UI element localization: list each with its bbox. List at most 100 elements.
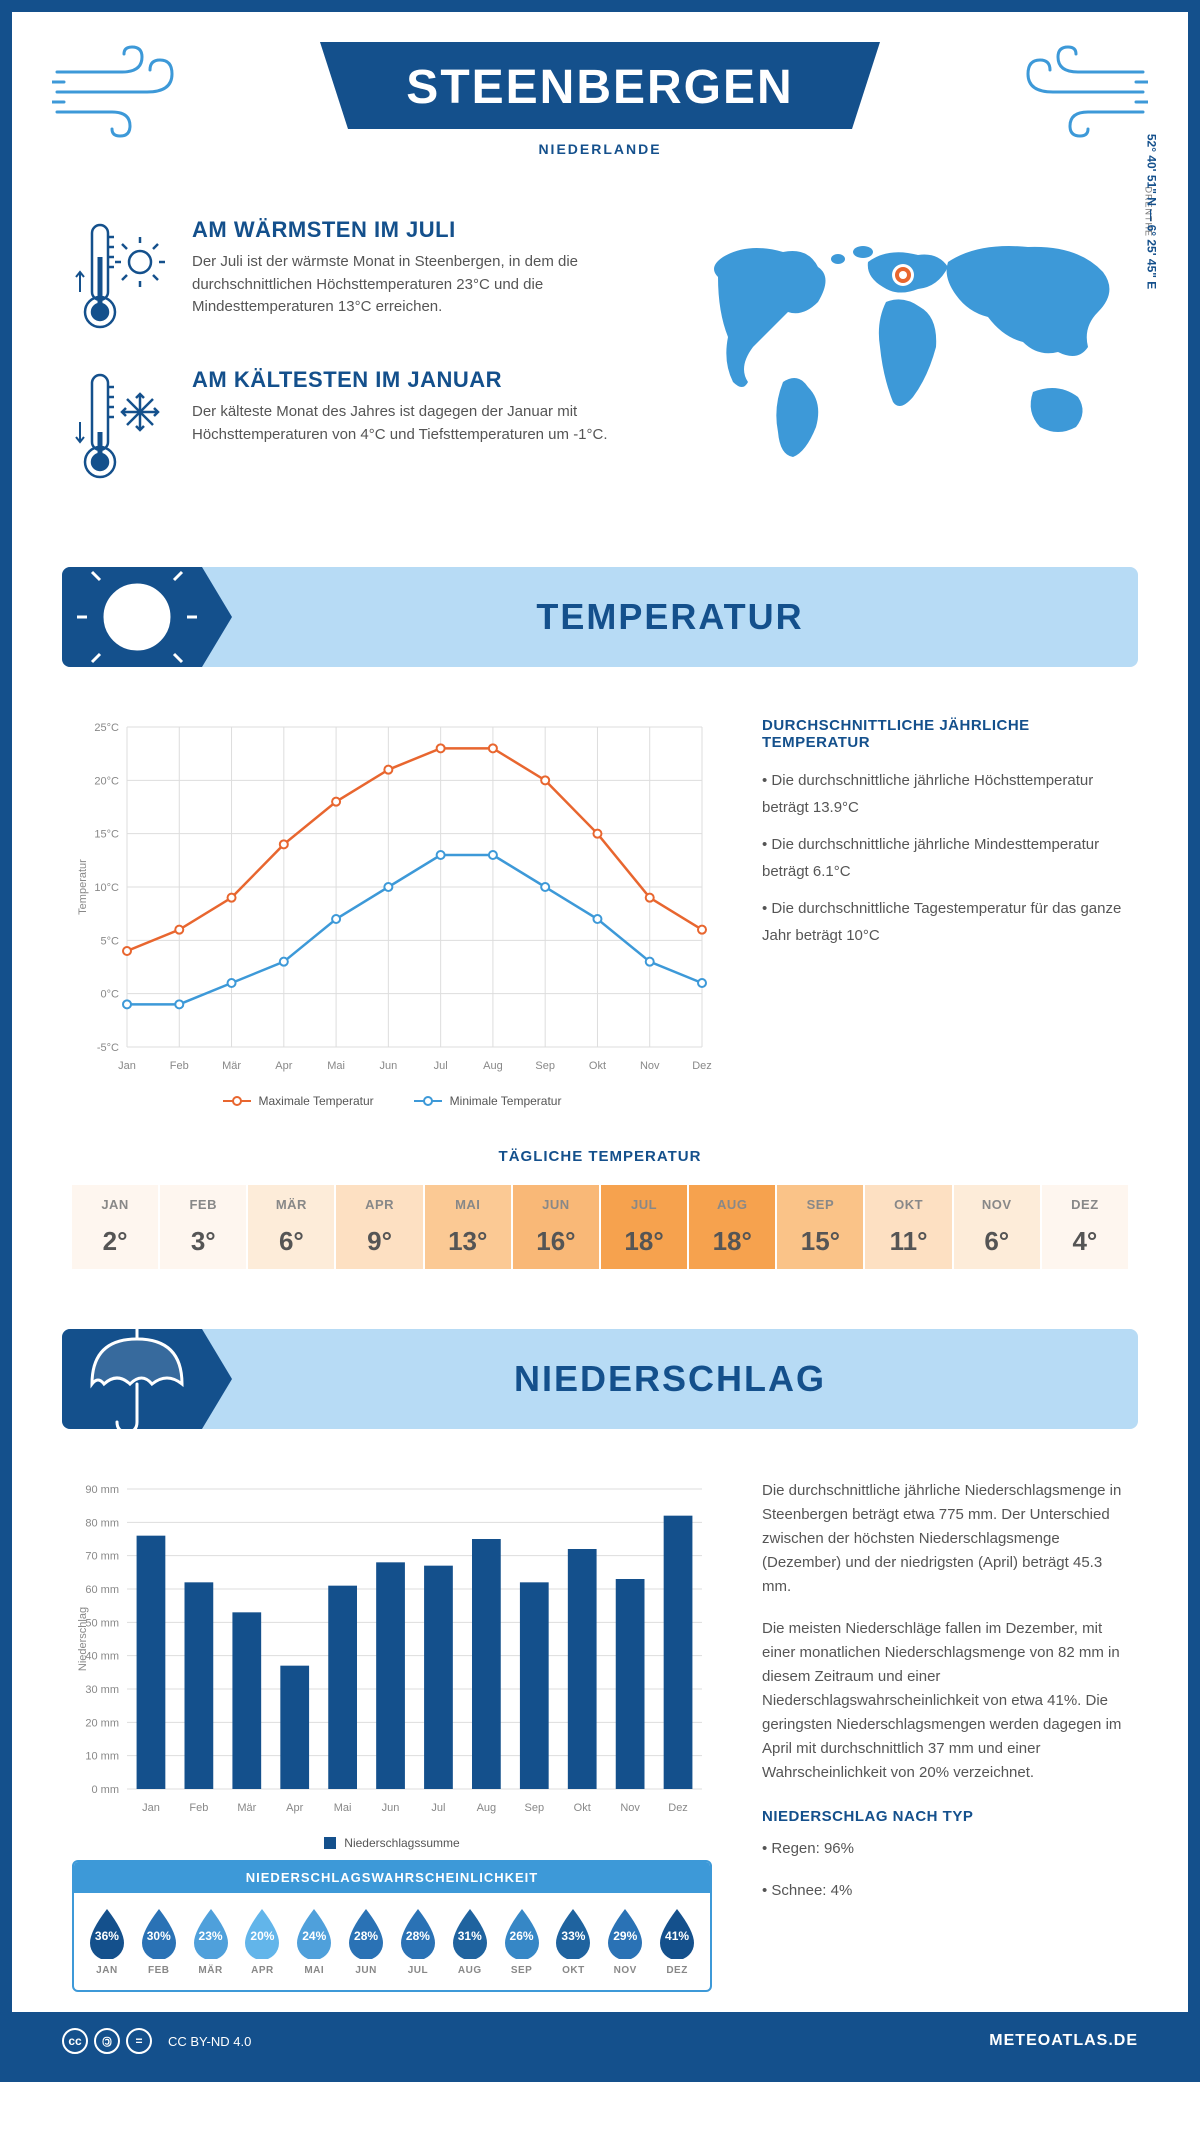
svg-text:20°C: 20°C: [94, 775, 119, 787]
precip-drop: 28% JUL: [393, 1907, 443, 1976]
temp-title: TEMPERATUR: [202, 596, 1138, 638]
svg-text:80 mm: 80 mm: [85, 1517, 119, 1529]
precip-probability-box: NIEDERSCHLAGSWAHRSCHEINLICHKEIT 36% JAN …: [72, 1860, 712, 1992]
svg-text:Jan: Jan: [142, 1802, 160, 1814]
svg-text:Temperatur: Temperatur: [77, 859, 89, 915]
sun-icon: [72, 552, 202, 682]
svg-text:25°C: 25°C: [94, 722, 119, 734]
umbrella-icon: [72, 1314, 202, 1444]
svg-text:Nov: Nov: [640, 1060, 660, 1072]
precip-legend: Niederschlagssumme: [72, 1836, 712, 1850]
svg-text:Apr: Apr: [275, 1060, 292, 1072]
temp-cell: NOV6°: [954, 1185, 1040, 1269]
svg-text:Dez: Dez: [692, 1060, 712, 1072]
temp-cell: JUN16°: [513, 1185, 599, 1269]
wind-icon: [52, 42, 192, 142]
svg-text:Okt: Okt: [589, 1060, 606, 1072]
svg-text:10 mm: 10 mm: [85, 1751, 119, 1763]
world-map: DRENTHE 52° 40' 51" N — 6° 25' 45" E: [688, 217, 1128, 517]
header: STEENBERGEN NIEDERLANDE: [12, 12, 1188, 197]
svg-text:Jun: Jun: [379, 1060, 397, 1072]
precip-drop: 36% JAN: [82, 1907, 132, 1976]
coldest-block: AM KÄLTESTEN IM JANUAR Der kälteste Mona…: [72, 367, 648, 487]
precip-section-header: NIEDERSCHLAG: [62, 1329, 1138, 1429]
temp-cell: MAI13°: [425, 1185, 511, 1269]
svg-text:40 mm: 40 mm: [85, 1651, 119, 1663]
svg-text:Jun: Jun: [382, 1802, 400, 1814]
svg-text:Mai: Mai: [327, 1060, 345, 1072]
daily-temp-grid: JAN2°FEB3°MÄR6°APR9°MAI13°JUN16°JUL18°AU…: [72, 1185, 1128, 1269]
svg-text:Mär: Mär: [222, 1060, 241, 1072]
cc-icon: cc: [62, 2028, 88, 2054]
warmest-block: AM WÄRMSTEN IM JULI Der Juli ist der wär…: [72, 217, 648, 337]
svg-text:90 mm: 90 mm: [85, 1484, 119, 1496]
temp-cell: DEZ4°: [1042, 1185, 1128, 1269]
temp-cell: OKT11°: [865, 1185, 951, 1269]
title-banner: STEENBERGEN: [320, 42, 880, 129]
precip-drop: 33% OKT: [548, 1907, 598, 1976]
license-block: cc 🄯 = CC BY-ND 4.0: [62, 2028, 251, 2054]
svg-text:Feb: Feb: [189, 1802, 208, 1814]
precip-drop: 28% JUN: [341, 1907, 391, 1976]
precip-drop: 20% APR: [237, 1907, 287, 1976]
svg-text:Jul: Jul: [434, 1060, 448, 1072]
svg-text:Jul: Jul: [431, 1802, 445, 1814]
thermometer-hot-icon: [72, 217, 172, 337]
temp-section-header: TEMPERATUR: [62, 567, 1138, 667]
svg-text:-5°C: -5°C: [97, 1042, 119, 1054]
temp-cell: SEP15°: [777, 1185, 863, 1269]
city-title: STEENBERGEN: [400, 60, 800, 115]
svg-text:20 mm: 20 mm: [85, 1717, 119, 1729]
precip-drop: 24% MAI: [289, 1907, 339, 1976]
svg-text:70 mm: 70 mm: [85, 1551, 119, 1563]
coordinates: 52° 40' 51" N — 6° 25' 45" E: [1144, 134, 1158, 289]
temp-cell: FEB3°: [160, 1185, 246, 1269]
precip-drop: 29% NOV: [600, 1907, 650, 1976]
svg-text:Mär: Mär: [237, 1802, 256, 1814]
svg-text:Dez: Dez: [668, 1802, 688, 1814]
warmest-title: AM WÄRMSTEN IM JULI: [192, 217, 648, 243]
svg-text:0°C: 0°C: [101, 989, 120, 1001]
svg-text:Okt: Okt: [574, 1802, 591, 1814]
svg-text:50 mm: 50 mm: [85, 1617, 119, 1629]
svg-text:60 mm: 60 mm: [85, 1584, 119, 1596]
daily-temp-title: TÄGLICHE TEMPERATUR: [72, 1148, 1128, 1165]
footer: cc 🄯 = CC BY-ND 4.0 METEOATLAS.DE: [12, 2012, 1188, 2070]
temp-legend: Maximale Temperatur Minimale Temperatur: [72, 1094, 712, 1108]
coldest-title: AM KÄLTESTEN IM JANUAR: [192, 367, 648, 393]
svg-text:10°C: 10°C: [94, 882, 119, 894]
svg-text:Mai: Mai: [334, 1802, 352, 1814]
temp-cell: AUG18°: [689, 1185, 775, 1269]
temp-cell: JAN2°: [72, 1185, 158, 1269]
svg-text:Aug: Aug: [477, 1802, 497, 1814]
by-icon: 🄯: [94, 2028, 120, 2054]
precipitation-bar-chart: 0 mm 10 mm 20 mm 30 mm 40 mm 50 mm 60 mm 70 mm 8…: [72, 1479, 712, 1819]
brand-label: METEOATLAS.DE: [989, 2032, 1138, 2050]
svg-text:Aug: Aug: [483, 1060, 503, 1072]
precip-drop: 31% AUG: [445, 1907, 495, 1976]
svg-text:Apr: Apr: [286, 1802, 303, 1814]
svg-text:0 mm: 0 mm: [92, 1784, 120, 1796]
precip-drop: 30% FEB: [134, 1907, 184, 1976]
nd-icon: =: [126, 2028, 152, 2054]
country-subtitle: NIEDERLANDE: [62, 141, 1138, 157]
svg-text:Sep: Sep: [525, 1802, 545, 1814]
temp-cell: JUL18°: [601, 1185, 687, 1269]
svg-text:15°C: 15°C: [94, 829, 119, 841]
warmest-text: Der Juli ist der wärmste Monat in Steenb…: [192, 251, 648, 319]
svg-text:Nov: Nov: [620, 1802, 640, 1814]
svg-text:30 mm: 30 mm: [85, 1684, 119, 1696]
coldest-text: Der kälteste Monat des Jahres ist dagege…: [192, 401, 648, 446]
svg-text:Sep: Sep: [535, 1060, 555, 1072]
precip-title: NIEDERSCHLAG: [202, 1358, 1138, 1400]
svg-text:Jan: Jan: [118, 1060, 136, 1072]
svg-text:5°C: 5°C: [101, 935, 120, 947]
precip-description: Die durchschnittliche jährliche Niedersc…: [762, 1479, 1128, 1992]
precip-drop: 23% MÄR: [186, 1907, 236, 1976]
wind-icon: [1008, 42, 1148, 142]
precip-drop: 41% DEZ: [652, 1907, 702, 1976]
temperature-line-chart: -5°C0°C5°C10°C15°C20°C25°CJanFebMärAprMa…: [72, 717, 712, 1077]
temp-cell: APR9°: [336, 1185, 422, 1269]
thermometer-cold-icon: [72, 367, 172, 487]
temp-cell: MÄR6°: [248, 1185, 334, 1269]
